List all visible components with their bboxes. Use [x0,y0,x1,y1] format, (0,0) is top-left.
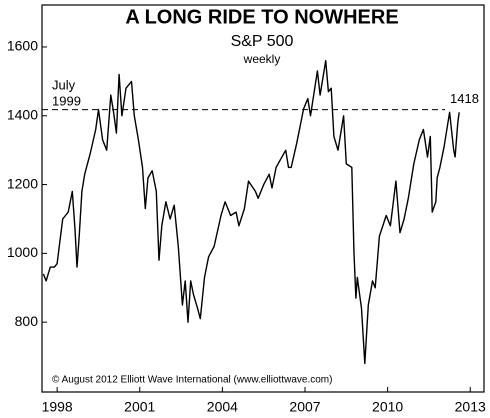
reference-note: July [52,77,76,92]
x-tick-label: 2007 [289,399,320,415]
x-tick-label: 2001 [124,399,155,415]
x-tick-label: 2004 [207,399,238,415]
x-tick-label: 2013 [455,399,486,415]
frequency-label: weekly [243,52,281,66]
reference-label: 1418 [450,91,479,106]
y-tick-label: 1200 [7,175,38,191]
y-tick-label: 1600 [7,38,38,54]
reference-note: 1999 [52,93,81,108]
x-tick-label: 2010 [372,399,403,415]
y-tick-label: 1400 [7,106,38,122]
x-tick-label: 1998 [42,399,73,415]
plot-frame [41,4,485,393]
chart-subtitle: S&P 500 [231,33,294,50]
price-line [42,60,460,365]
y-tick-label: 1000 [7,244,38,260]
source-note: © August 2012 Elliott Wave International… [52,375,332,386]
chart-title: A LONG RIDE TO NOWHERE [125,6,398,28]
y-tick-label: 800 [15,313,39,329]
